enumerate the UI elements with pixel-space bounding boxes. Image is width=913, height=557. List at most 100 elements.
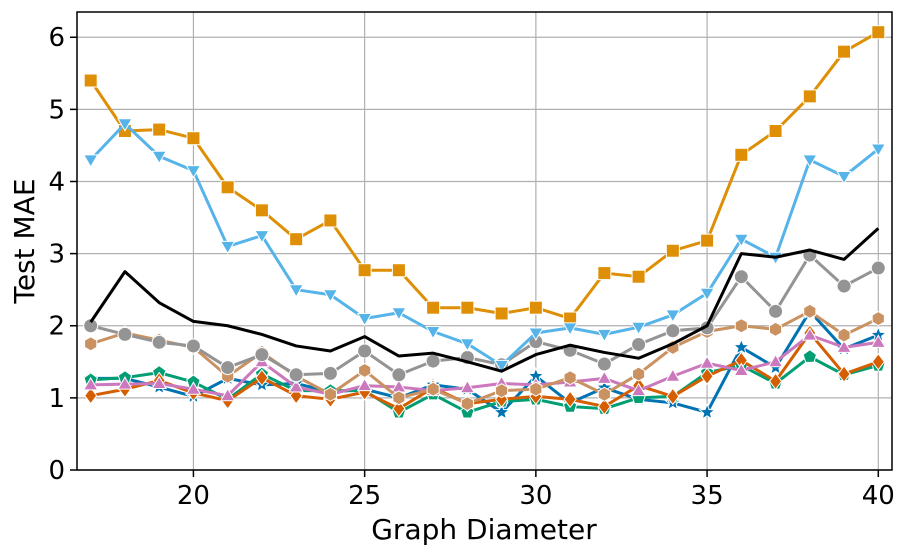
data-point [322, 289, 339, 303]
data-point [425, 353, 441, 369]
data-point [82, 376, 99, 391]
data-point [425, 326, 441, 340]
data-point [597, 397, 611, 416]
data-point [391, 367, 407, 383]
data-point [837, 365, 851, 383]
data-point [117, 118, 133, 132]
data-point [391, 263, 406, 278]
series-4 [84, 324, 885, 418]
y-tick-label: 3 [48, 240, 65, 270]
y-axis-label: Test MAE [8, 178, 41, 304]
x-tick-label: 20 [177, 481, 210, 511]
data-point [597, 386, 611, 402]
data-point [117, 326, 133, 342]
series-2 [83, 25, 886, 326]
y-tick-label: 1 [48, 384, 65, 414]
data-point [289, 232, 304, 247]
data-point [596, 328, 613, 343]
y-tick-label: 0 [48, 456, 65, 486]
data-point [288, 367, 304, 383]
series-9 [89, 227, 880, 373]
data-point [871, 352, 885, 371]
data-point [802, 327, 818, 341]
data-point [768, 124, 783, 139]
data-point [700, 233, 715, 248]
data-point [563, 390, 577, 409]
data-point [254, 230, 270, 244]
data-point [529, 381, 543, 397]
plot-frame [76, 11, 893, 471]
data-point [836, 278, 852, 294]
data-point [802, 349, 818, 363]
data-point [665, 323, 681, 339]
data-point [768, 303, 784, 319]
data-point [836, 170, 852, 185]
series-line [89, 122, 880, 367]
data-point [492, 402, 511, 420]
data-point [836, 339, 852, 353]
data-point [392, 390, 406, 406]
data-point [151, 375, 167, 389]
data-point [219, 387, 236, 402]
data-point [82, 154, 99, 168]
series-6 [84, 303, 885, 412]
x-tick-label: 30 [519, 481, 552, 511]
series-line [89, 227, 880, 373]
y-tick-label: 6 [48, 23, 65, 53]
data-point [734, 318, 748, 334]
data-point [631, 269, 646, 284]
x-tick-label: 40 [862, 481, 895, 511]
data-point [837, 327, 851, 343]
y-tick-label: 4 [48, 167, 65, 197]
x-tick-label: 25 [348, 481, 381, 511]
data-point [528, 300, 543, 315]
data-point [699, 355, 715, 369]
data-point [769, 321, 783, 337]
data-point [219, 240, 236, 255]
y-tick-label: 2 [48, 312, 65, 342]
data-point [733, 269, 749, 285]
data-point [151, 150, 167, 165]
series-5 [82, 327, 887, 402]
data-point [700, 367, 714, 386]
data-point [220, 360, 236, 376]
data-point [494, 306, 509, 321]
data-point [459, 379, 476, 394]
data-point [356, 313, 373, 327]
series-line [90, 333, 879, 398]
data-point [597, 266, 612, 281]
data-point [185, 381, 202, 395]
series-group [81, 25, 888, 420]
data-point [630, 382, 647, 397]
data-point [631, 337, 647, 353]
data-point [84, 336, 98, 352]
data-point [459, 338, 476, 352]
data-point [83, 73, 98, 88]
data-point [871, 310, 885, 327]
data-point [665, 243, 680, 258]
data-point [84, 386, 98, 405]
data-point [356, 377, 373, 392]
series-8 [82, 118, 887, 374]
data-point [493, 359, 510, 374]
data-point [630, 321, 647, 336]
data-point [870, 143, 887, 158]
data-point [666, 387, 680, 406]
data-point [185, 165, 202, 179]
data-point [255, 368, 269, 387]
data-point [870, 334, 887, 348]
data-point [802, 89, 817, 104]
data-point [358, 362, 372, 379]
data-point [357, 263, 372, 278]
data-point [563, 370, 577, 386]
data-point [357, 343, 373, 359]
data-point [117, 376, 133, 390]
data-point [426, 381, 440, 397]
data-point [767, 353, 784, 368]
data-point [288, 284, 304, 298]
data-point [733, 233, 750, 248]
data-point [802, 154, 818, 168]
data-point [460, 300, 475, 315]
data-point [220, 180, 235, 195]
